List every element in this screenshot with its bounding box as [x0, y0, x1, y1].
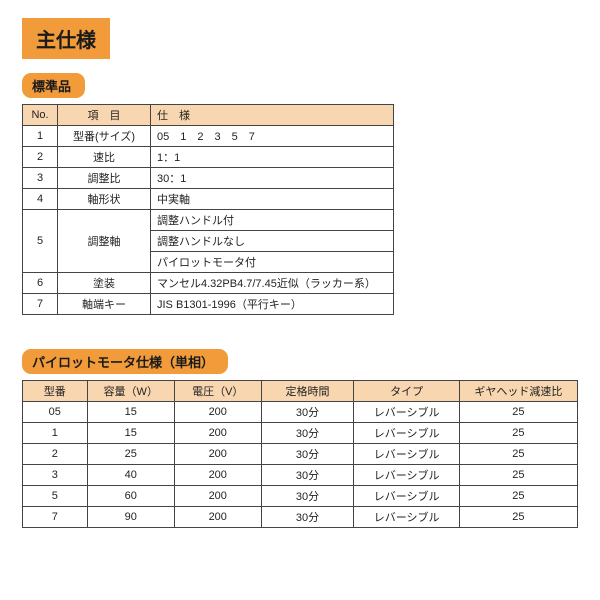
- section2-title: パイロットモータ仕様（単相）: [22, 349, 228, 374]
- t1-spec: パイロットモータ付: [151, 252, 394, 273]
- t1-spec: 05 1 2 3 5 7: [151, 126, 394, 147]
- t2-type: レバーシブル: [354, 402, 459, 423]
- t2-model: 1: [23, 423, 88, 444]
- t1-header-no: No.: [23, 105, 58, 126]
- t2-time: 30分: [261, 486, 354, 507]
- table-row: 051520030分レバーシブル25: [23, 402, 578, 423]
- t1-no: 6: [23, 273, 58, 294]
- t2-model: 05: [23, 402, 88, 423]
- table-row: 5 調整軸 調整ハンドル付: [23, 210, 394, 231]
- t1-item: 速比: [58, 147, 151, 168]
- t1-item: 塗装: [58, 273, 151, 294]
- t1-item: 調整比: [58, 168, 151, 189]
- t1-item: 軸端キー: [58, 294, 151, 315]
- t1-spec: JIS B1301-1996（平行キー）: [151, 294, 394, 315]
- t2-header-time: 定格時間: [261, 381, 354, 402]
- main-title: 主仕様: [22, 18, 110, 59]
- t2-gear: 25: [459, 444, 577, 465]
- t2-header-type: タイプ: [354, 381, 459, 402]
- table-row: 4 軸形状 中実軸: [23, 189, 394, 210]
- t2-time: 30分: [261, 507, 354, 528]
- t1-no: 7: [23, 294, 58, 315]
- t2-volt: 200: [174, 423, 261, 444]
- table-row: 7 軸端キー JIS B1301-1996（平行キー）: [23, 294, 394, 315]
- t1-item: 軸形状: [58, 189, 151, 210]
- t2-gear: 25: [459, 507, 577, 528]
- table-row: 1 型番(サイズ) 05 1 2 3 5 7: [23, 126, 394, 147]
- t2-header-gear: ギヤヘッド減速比: [459, 381, 577, 402]
- t2-cap: 25: [87, 444, 174, 465]
- t2-volt: 200: [174, 486, 261, 507]
- table-row: 11520030分レバーシブル25: [23, 423, 578, 444]
- t2-model: 5: [23, 486, 88, 507]
- t2-volt: 200: [174, 402, 261, 423]
- t1-item: 調整軸: [58, 210, 151, 273]
- t2-cap: 90: [87, 507, 174, 528]
- t2-model: 3: [23, 465, 88, 486]
- t2-cap: 40: [87, 465, 174, 486]
- t1-spec: 30：1: [151, 168, 394, 189]
- t1-spec: 調整ハンドル付: [151, 210, 394, 231]
- t2-type: レバーシブル: [354, 423, 459, 444]
- t1-no: 5: [23, 210, 58, 273]
- t2-header-volt: 電圧（V）: [174, 381, 261, 402]
- t2-cap: 15: [87, 423, 174, 444]
- table-row: 3 調整比 30：1: [23, 168, 394, 189]
- t2-time: 30分: [261, 444, 354, 465]
- pilot-motor-table: 型番 容量（W） 電圧（V） 定格時間 タイプ ギヤヘッド減速比 0515200…: [22, 380, 578, 528]
- t1-header-spec: 仕 様: [151, 105, 394, 126]
- section1-title: 標準品: [22, 73, 85, 98]
- t2-gear: 25: [459, 465, 577, 486]
- t1-header-item: 項 目: [58, 105, 151, 126]
- t2-model: 2: [23, 444, 88, 465]
- table-row: 34020030分レバーシブル25: [23, 465, 578, 486]
- t2-gear: 25: [459, 402, 577, 423]
- t1-spec: マンセル4.32PB4.7/7.45近似（ラッカー系）: [151, 273, 394, 294]
- t2-volt: 200: [174, 465, 261, 486]
- t1-no: 1: [23, 126, 58, 147]
- t1-item: 型番(サイズ): [58, 126, 151, 147]
- table-row: 79020030分レバーシブル25: [23, 507, 578, 528]
- standard-spec-table: No. 項 目 仕 様 1 型番(サイズ) 05 1 2 3 5 7 2 速比 …: [22, 104, 394, 315]
- t2-gear: 25: [459, 423, 577, 444]
- t2-cap: 15: [87, 402, 174, 423]
- t2-volt: 200: [174, 444, 261, 465]
- t2-type: レバーシブル: [354, 444, 459, 465]
- t2-model: 7: [23, 507, 88, 528]
- t2-cap: 60: [87, 486, 174, 507]
- t2-volt: 200: [174, 507, 261, 528]
- t2-type: レバーシブル: [354, 465, 459, 486]
- t1-no: 4: [23, 189, 58, 210]
- t1-no: 3: [23, 168, 58, 189]
- t2-time: 30分: [261, 423, 354, 444]
- t2-type: レバーシブル: [354, 486, 459, 507]
- t1-no: 2: [23, 147, 58, 168]
- t2-gear: 25: [459, 486, 577, 507]
- table-row: 22520030分レバーシブル25: [23, 444, 578, 465]
- table-row: 56020030分レバーシブル25: [23, 486, 578, 507]
- t2-header-cap: 容量（W）: [87, 381, 174, 402]
- t1-spec: 中実軸: [151, 189, 394, 210]
- t2-time: 30分: [261, 465, 354, 486]
- t1-spec: 1：1: [151, 147, 394, 168]
- t2-header-model: 型番: [23, 381, 88, 402]
- t2-time: 30分: [261, 402, 354, 423]
- table-row: 6 塗装 マンセル4.32PB4.7/7.45近似（ラッカー系）: [23, 273, 394, 294]
- t2-type: レバーシブル: [354, 507, 459, 528]
- table-row: 2 速比 1：1: [23, 147, 394, 168]
- t1-spec: 調整ハンドルなし: [151, 231, 394, 252]
